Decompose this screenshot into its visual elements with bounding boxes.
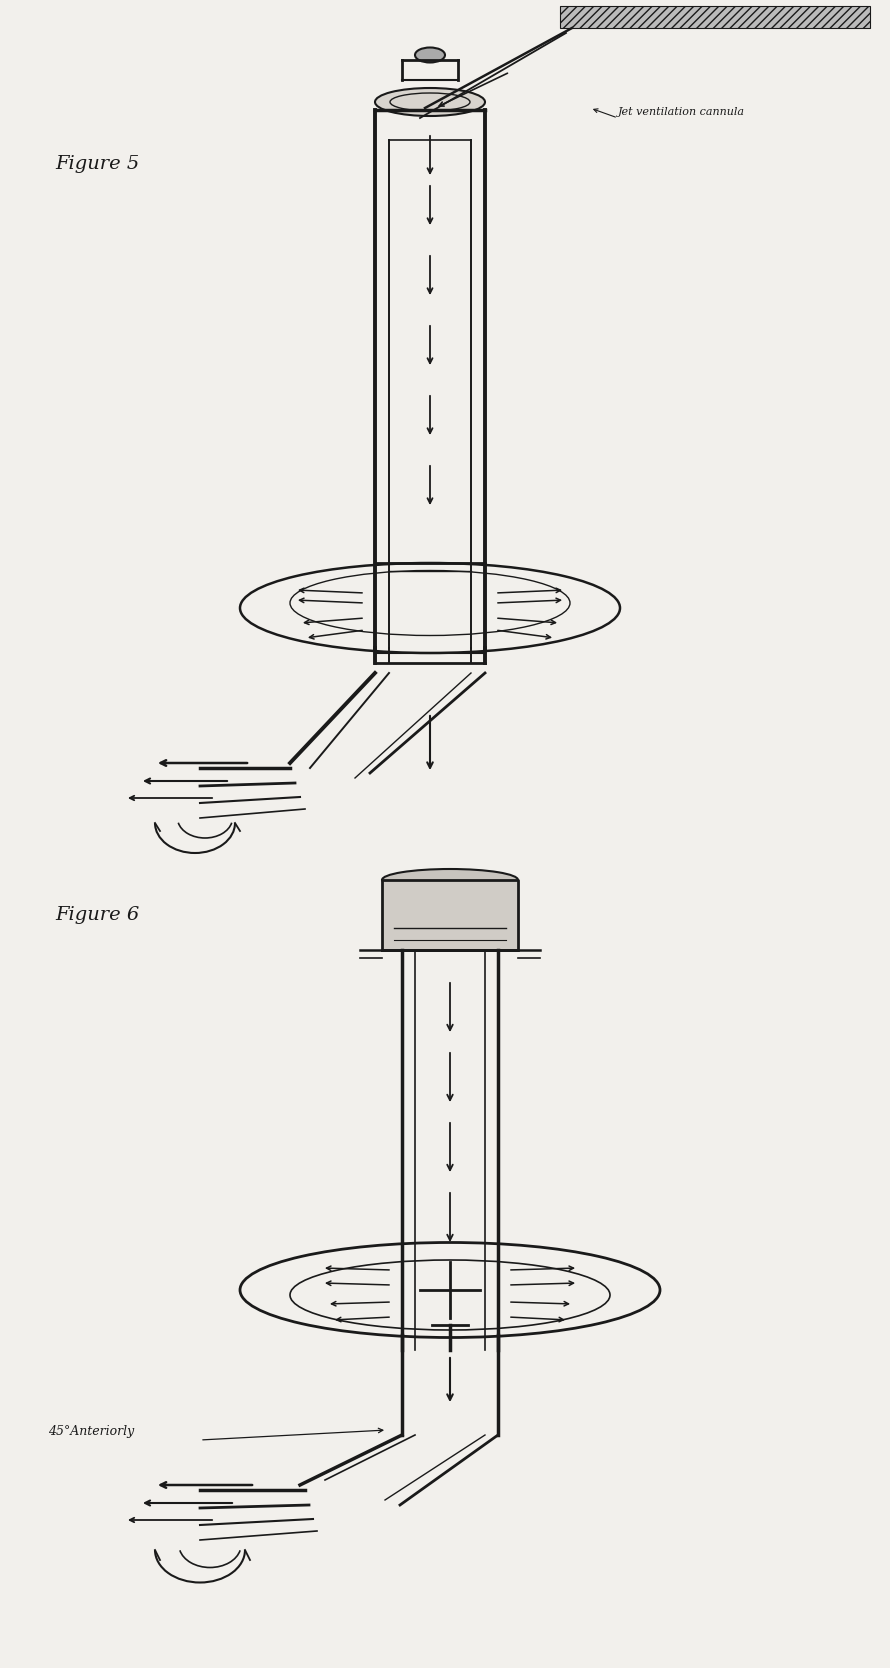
FancyBboxPatch shape (560, 7, 870, 28)
Ellipse shape (415, 47, 445, 62)
Text: Figure 6: Figure 6 (55, 906, 139, 924)
Ellipse shape (382, 869, 518, 891)
Text: Figure 5: Figure 5 (55, 155, 139, 173)
Text: 45°Anteriorly: 45°Anteriorly (48, 1424, 134, 1438)
Text: Jet ventilation cannula: Jet ventilation cannula (618, 107, 745, 117)
Polygon shape (382, 881, 518, 951)
Ellipse shape (375, 88, 485, 117)
